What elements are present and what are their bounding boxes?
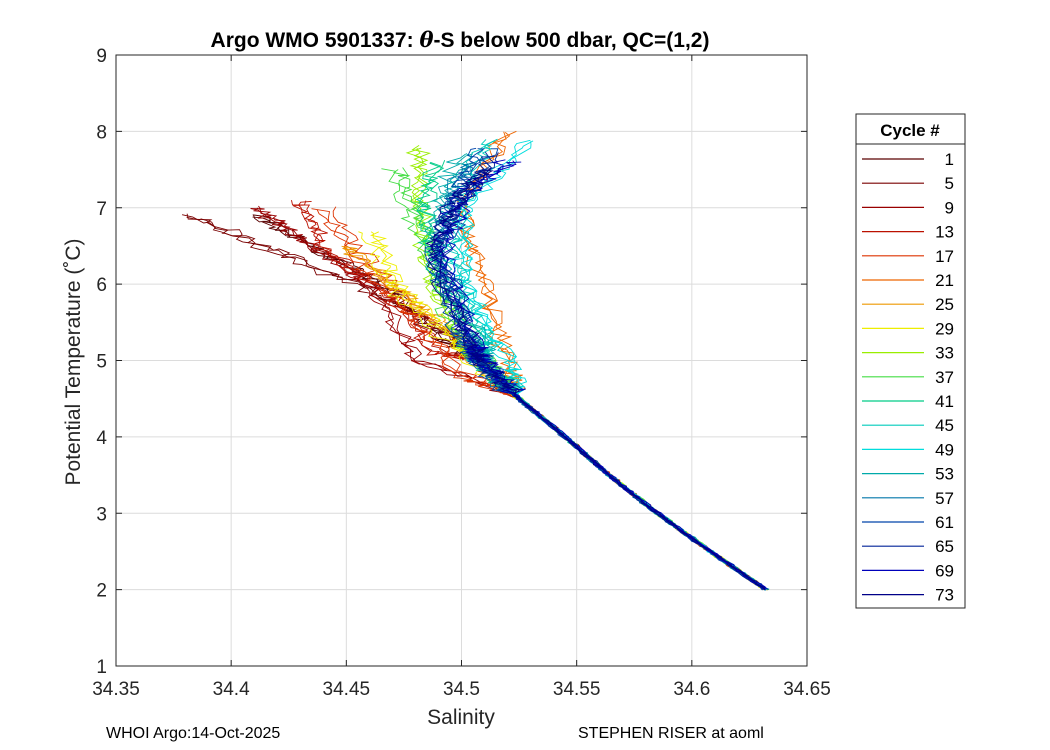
legend-label-65: 65: [935, 537, 954, 556]
data-traces: [182, 130, 770, 591]
y-tick-label: 6: [96, 275, 107, 296]
legend-label-9: 9: [945, 198, 954, 217]
x-tick-label: 34.35: [92, 679, 140, 700]
legend-label-29: 29: [935, 319, 954, 338]
legend-label-1: 1: [945, 150, 954, 169]
y-axis-label: Potential Temperature (˚C): [62, 238, 85, 485]
x-tick-labels: 34.35 34.4 34.45 34.5 34.55 34.6 34.65: [92, 679, 831, 700]
legend-label-73: 73: [935, 586, 954, 605]
legend-label-41: 41: [935, 392, 954, 411]
legend-label-57: 57: [935, 489, 954, 508]
y-tick-label: 5: [96, 352, 107, 373]
chart-title-prefix: Argo WMO 5901337:: [211, 29, 420, 52]
legend-label-61: 61: [935, 513, 954, 532]
y-tick-label: 7: [96, 199, 107, 220]
legend-title: Cycle #: [880, 121, 940, 140]
legend-items: 1 5 9 13 17 21 25 29 33 37 41 45 49 53 57 61 65 69 73: [862, 150, 954, 605]
x-tick-label: 34.55: [553, 679, 601, 700]
chart-title-suffix: -S below 500 dbar, QC=(1,2): [433, 29, 709, 52]
legend-box: [855, 113, 966, 609]
legend-label-13: 13: [935, 223, 954, 242]
footer-source: WHOI Argo:14-Oct-2025: [106, 725, 281, 742]
legend-label-17: 17: [935, 247, 954, 266]
cycle-73-trace: [425, 170, 766, 590]
x-tick-label: 34.6: [673, 679, 710, 700]
legend-label-21: 21: [935, 271, 954, 290]
legend-label-5: 5: [945, 174, 954, 193]
legend-label-37: 37: [935, 368, 954, 387]
axis-ticks: [115, 54, 808, 667]
y-tick-label: 4: [96, 428, 107, 449]
legend-label-25: 25: [935, 295, 954, 314]
legend-label-53: 53: [935, 465, 954, 484]
y-tick-label: 8: [96, 122, 107, 143]
x-axis-label: Salinity: [427, 706, 495, 729]
chart-title-theta: θ: [419, 27, 433, 52]
y-tick-label: 3: [96, 504, 107, 525]
legend-label-45: 45: [935, 416, 954, 435]
x-tick-label: 34.4: [213, 679, 250, 700]
legend-label-33: 33: [935, 344, 954, 363]
x-tick-label: 34.65: [783, 679, 831, 700]
legend-label-49: 49: [935, 440, 954, 459]
legend: Cycle # 1 5 9 13 17 21 25 29 33 37 41 45 49 53 57 61 65 6…: [855, 113, 966, 609]
y-tick-label: 1: [96, 657, 107, 678]
y-tick-label: 2: [96, 581, 107, 602]
y-tick-labels: 1 2 3 4 5 6 7 8 9: [96, 46, 107, 678]
x-tick-label: 34.45: [323, 679, 371, 700]
x-tick-label: 34.5: [443, 679, 480, 700]
y-tick-label: 9: [96, 46, 107, 67]
legend-label-69: 69: [935, 561, 954, 580]
chart-title: Argo WMO 5901337: θ-S below 500 dbar, QC…: [211, 27, 710, 52]
footer-credit: STEPHEN RISER at aoml: [578, 725, 764, 742]
